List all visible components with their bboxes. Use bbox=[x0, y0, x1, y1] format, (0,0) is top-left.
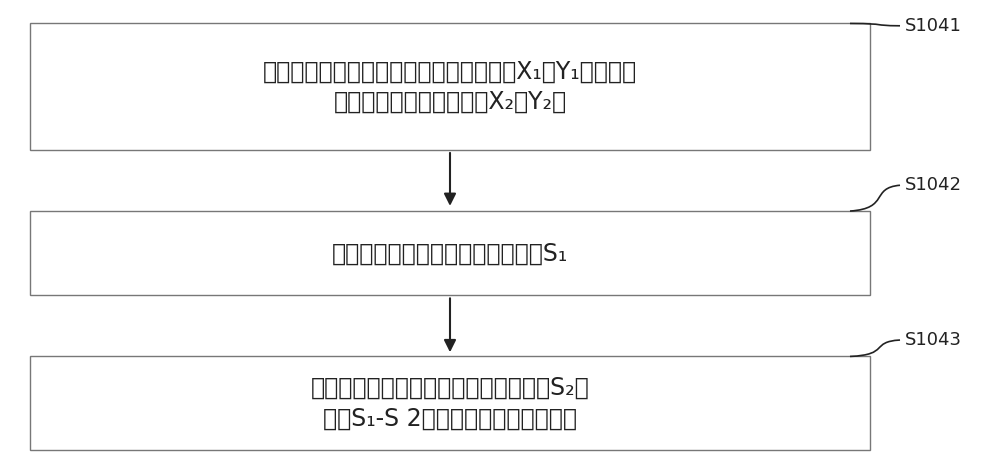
Text: S1043: S1043 bbox=[905, 331, 962, 349]
Text: 所述交通灯的坐标位置（X₂，Y₂）: 所述交通灯的坐标位置（X₂，Y₂） bbox=[333, 90, 567, 114]
FancyBboxPatch shape bbox=[30, 211, 870, 295]
Text: 通过计算得出本车到交通灯的距离S₁: 通过计算得出本车到交通灯的距离S₁ bbox=[332, 241, 568, 265]
FancyBboxPatch shape bbox=[30, 356, 870, 450]
Text: 通过所述智能终端获取本车的坐标位置（X₁，Y₁），以及: 通过所述智能终端获取本车的坐标位置（X₁，Y₁），以及 bbox=[263, 60, 637, 83]
Text: 利用S₁-S 2得到本车到停车线的距离: 利用S₁-S 2得到本车到停车线的距离 bbox=[323, 407, 577, 431]
Text: S1042: S1042 bbox=[905, 176, 962, 194]
Text: 通过所述监控设备获取道路的当前宽度S₂，: 通过所述监控设备获取道路的当前宽度S₂， bbox=[311, 376, 589, 400]
Text: S1041: S1041 bbox=[905, 17, 962, 35]
FancyBboxPatch shape bbox=[30, 23, 870, 150]
